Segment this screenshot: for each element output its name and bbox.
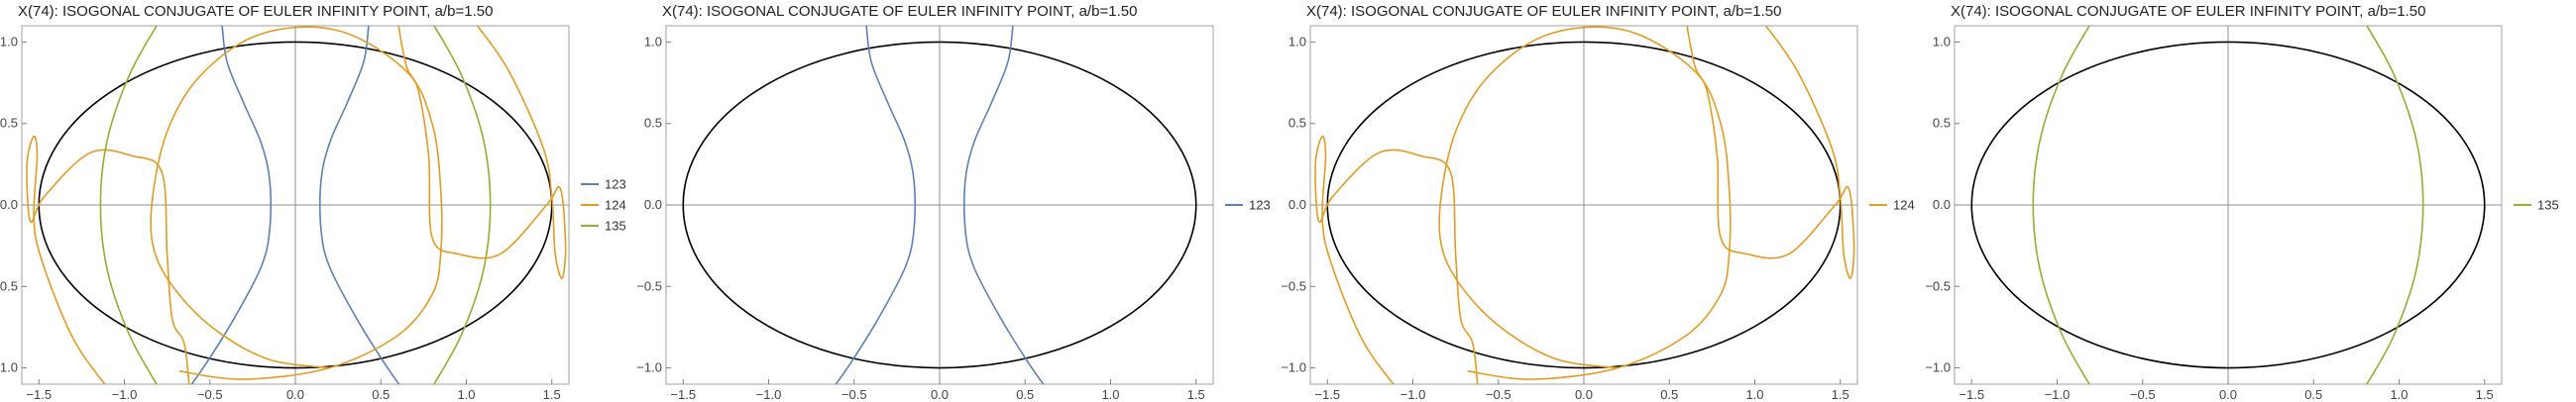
x-tick-label: 0.0	[931, 387, 949, 402]
legend-label-123: 123	[1249, 198, 1271, 213]
x-tick-label: 1.0	[1101, 387, 1119, 402]
y-tick-label: −1.0	[0, 360, 18, 375]
y-tick-label: −0.5	[1281, 278, 1306, 293]
plot-area	[1970, 26, 2486, 384]
plot-area	[1314, 26, 1855, 384]
y-tick-label: 1.0	[1288, 34, 1306, 49]
legend-label-124: 124	[605, 198, 626, 213]
plot-area	[682, 26, 1197, 384]
x-tick-label: 1.0	[457, 387, 475, 402]
series-135-curve-1	[99, 26, 159, 384]
y-tick-label: 0.0	[0, 197, 18, 212]
x-tick-label: 1.0	[1745, 387, 1763, 402]
x-tick-label: 1.5	[2476, 387, 2494, 402]
series-123-curve-1	[835, 26, 917, 384]
series-135-curve-2	[432, 26, 492, 384]
x-tick-label: −1.0	[112, 387, 138, 402]
series-123-curve-1	[190, 26, 273, 384]
legend-label-135: 135	[605, 219, 626, 234]
x-tick-label: −0.5	[197, 387, 223, 402]
legend: 123 124 135	[581, 177, 626, 234]
chart-title: X(74): ISOGONAL CONJUGATE OF EULER INFIN…	[1951, 3, 2425, 20]
x-tick-label: −1.5	[26, 387, 52, 402]
y-tick-label: 0.0	[1933, 197, 1951, 212]
chart-title: X(74): ISOGONAL CONJUGATE OF EULER INFIN…	[662, 3, 1137, 20]
ellipse-curve	[682, 41, 1197, 369]
legend: 135	[2514, 198, 2559, 213]
chart-panel-1: X(74): ISOGONAL CONJUGATE OF EULER INFIN…	[0, 3, 626, 402]
y-tick-label: 0.5	[644, 116, 662, 131]
y-tick-label: 0.5	[1288, 116, 1306, 131]
x-tick-label: 1.5	[1832, 387, 1849, 402]
x-tick-label: 0.0	[1575, 387, 1593, 402]
y-tick-label: −1.0	[1281, 360, 1306, 375]
legend-label-124: 124	[1893, 198, 1915, 213]
x-tick-label: 0.5	[1016, 387, 1034, 402]
legend: 124	[1869, 198, 1915, 213]
x-tick-label: 0.0	[286, 387, 304, 402]
y-tick-label: −1.0	[636, 360, 662, 375]
series-124-curve-2	[150, 26, 443, 380]
y-tick-label: 1.0	[1933, 34, 1951, 49]
y-tick-label: 0.0	[1288, 197, 1306, 212]
legend: 123	[1225, 198, 1271, 213]
series-124-curve-3	[397, 26, 567, 279]
x-tick-label: 1.5	[543, 387, 561, 402]
x-tick-label: 1.5	[1187, 387, 1205, 402]
x-tick-label: −1.5	[1959, 387, 1984, 402]
y-tick-label: 1.0	[644, 34, 662, 49]
x-tick-label: −1.0	[1400, 387, 1426, 402]
x-tick-label: −0.5	[1486, 387, 1512, 402]
chart-title: X(74): ISOGONAL CONJUGATE OF EULER INFIN…	[1306, 3, 1781, 20]
plot-area	[26, 26, 567, 384]
y-tick-label: −0.5	[1925, 278, 1951, 293]
series-123-curve-2	[962, 26, 1045, 384]
series-124-curve-3	[1686, 26, 1855, 279]
series-124-curve-1	[1314, 135, 1479, 384]
x-tick-label: −0.5	[2130, 387, 2156, 402]
series-135-curve-1	[2032, 26, 2091, 384]
x-tick-label: 1.0	[2390, 387, 2408, 402]
y-tick-label: −1.0	[1925, 360, 1951, 375]
series-124-curve-1	[26, 135, 190, 384]
x-tick-label: 0.0	[2219, 387, 2237, 402]
y-tick-label: 0.0	[644, 197, 662, 212]
x-tick-label: 0.5	[1660, 387, 1678, 402]
chart-panel-2: X(74): ISOGONAL CONJUGATE OF EULER INFIN…	[636, 3, 1270, 402]
chart-title: X(74): ISOGONAL CONJUGATE OF EULER INFIN…	[18, 3, 493, 20]
legend-label-135: 135	[2537, 198, 2559, 213]
chart-panel-4: X(74): ISOGONAL CONJUGATE OF EULER INFIN…	[1925, 3, 2558, 402]
y-tick-label: −0.5	[636, 278, 662, 293]
chart-panel-3: X(74): ISOGONAL CONJUGATE OF EULER INFIN…	[1281, 3, 1914, 402]
x-tick-label: 0.5	[2304, 387, 2322, 402]
ellipse-curve	[1970, 41, 2486, 369]
y-tick-label: 0.5	[1933, 116, 1951, 131]
x-tick-label: −1.5	[670, 387, 696, 402]
series-124-curve-2	[1438, 26, 1732, 380]
legend-label-123: 123	[605, 177, 626, 192]
y-tick-label: −0.5	[0, 278, 18, 293]
x-tick-label: 0.5	[372, 387, 390, 402]
x-tick-label: −1.0	[2045, 387, 2071, 402]
y-tick-label: 1.0	[0, 34, 18, 49]
y-tick-label: 0.5	[0, 116, 18, 131]
series-135-curve-2	[2365, 26, 2424, 384]
x-tick-label: −1.0	[756, 387, 782, 402]
x-tick-label: −1.5	[1314, 387, 1340, 402]
series-123-curve-2	[318, 26, 400, 384]
x-tick-label: −0.5	[841, 387, 867, 402]
